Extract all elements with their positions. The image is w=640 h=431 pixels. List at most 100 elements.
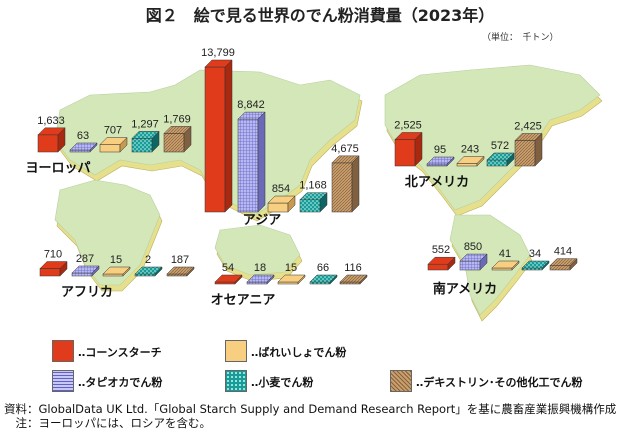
data-label: 4,675: [331, 143, 359, 155]
bar-side: [511, 260, 520, 271]
bar-dextrin: [514, 132, 543, 167]
bar-front: [39, 268, 61, 277]
bar-corn: [394, 131, 423, 167]
bar-side: [186, 266, 195, 277]
data-label: 116: [344, 262, 362, 274]
region-group: 552 850 41 34 414 南アメリカ: [427, 241, 578, 297]
region-label: 南アメリカ: [433, 281, 497, 297]
bar-tapioca: [69, 142, 98, 153]
bar-dextrin: [331, 155, 360, 213]
bar-wheat: [486, 152, 515, 167]
data-label: 572: [491, 140, 509, 152]
bar-side: [266, 274, 275, 285]
chart-title: 図２ 絵で見る世界のでん粉消費量（2023年）: [145, 6, 495, 25]
bar-potato: [277, 274, 306, 285]
bar-side: [89, 142, 98, 153]
bar-front: [69, 149, 91, 153]
bar-side: [569, 258, 578, 271]
bar-front: [166, 273, 188, 277]
bar-tapioca: [246, 274, 275, 285]
bar-wheat: [131, 130, 160, 153]
bar-dextrin: [163, 125, 192, 153]
legend-swatch-corn: [52, 340, 74, 362]
bar-dextrin: [166, 266, 195, 277]
data-label: 287: [76, 253, 94, 265]
legend-swatch-dextrin: [390, 370, 412, 392]
bar-side: [234, 274, 243, 285]
data-label: 707: [104, 125, 122, 137]
bar-potato: [99, 136, 128, 153]
bar-front: [163, 133, 185, 153]
bar-tapioca: [237, 111, 266, 213]
data-label: 95: [434, 144, 446, 156]
data-label: 34: [529, 248, 541, 260]
bar-front: [214, 281, 236, 285]
bar-front: [134, 273, 156, 277]
bar-front: [277, 281, 299, 285]
bar-side: [119, 136, 128, 153]
bar-front: [549, 265, 571, 271]
data-label: 243: [461, 143, 479, 155]
data-label: 1,168: [299, 180, 327, 192]
data-label: 15: [110, 254, 122, 266]
bar-side: [447, 256, 456, 271]
bar-front: [427, 263, 449, 271]
bar-front: [131, 138, 153, 153]
bar-dextrin: [549, 258, 578, 271]
bar-front: [491, 267, 513, 271]
bar-corn: [214, 274, 243, 285]
source-note: 資料：GlobalData UK Ltd.「Global Starch Supp…: [4, 402, 617, 416]
legend-label-tapioca: ‥タピオカでん粉: [78, 376, 163, 389]
bar-side: [257, 111, 266, 213]
bar-side: [534, 132, 543, 167]
bar-side: [57, 127, 66, 153]
bar-front: [237, 118, 259, 213]
legend-swatch-tapioca: [52, 370, 74, 392]
bar-front: [521, 267, 543, 271]
bar-wheat: [134, 266, 163, 277]
region-label: 北アメリカ: [405, 175, 469, 190]
data-label: 850: [464, 241, 482, 253]
data-label: 66: [317, 262, 329, 274]
bar-corn: [37, 127, 66, 153]
data-label: 2: [145, 254, 151, 266]
legend-swatch-potato: [225, 340, 247, 362]
legend-label-dextrin: ‥デキストリン･その他化工でん粉: [416, 376, 583, 389]
bar-wheat: [309, 274, 338, 285]
bar-corn: [39, 260, 68, 277]
bar-front: [267, 202, 289, 213]
bar-side: [183, 125, 192, 153]
region-group: 54 18 15 66 116 オセアニア: [211, 262, 368, 308]
region-group: 1,633 63 707 1,297 1,769 ヨーロッパ: [25, 113, 192, 176]
bar-side: [151, 130, 160, 153]
bar-tapioca: [426, 156, 455, 167]
legend-label-corn: ‥コーンスターチ: [78, 346, 162, 359]
data-label: 1,769: [163, 113, 191, 125]
bar-tapioca: [71, 265, 100, 277]
bar-front: [486, 159, 508, 167]
data-label: 8,842: [237, 99, 265, 111]
bar-side: [476, 155, 485, 167]
data-label: 854: [272, 183, 290, 195]
bar-corn: [204, 59, 233, 213]
bar-potato: [456, 155, 485, 167]
continent: [54, 179, 161, 286]
data-label: 2,425: [514, 121, 542, 133]
bar-side: [479, 253, 488, 271]
data-label: 13,799: [201, 47, 235, 59]
region-group: 2,525 95 243 572 2,425 北アメリカ: [394, 119, 543, 190]
data-label: 18: [254, 262, 266, 274]
bar-front: [246, 281, 268, 285]
footnote: 注：ヨーロッパには、ロシアを含む。: [4, 416, 211, 430]
bar-front: [394, 139, 416, 167]
continent: [214, 224, 301, 276]
data-label: 187: [171, 254, 189, 266]
bar-side: [154, 266, 163, 277]
data-label: 15: [285, 262, 297, 274]
bar-side: [319, 192, 328, 213]
bar-side: [59, 260, 68, 277]
bar-side: [506, 152, 515, 167]
region-group: 710 287 15 2 187 アフリカ: [39, 249, 195, 300]
